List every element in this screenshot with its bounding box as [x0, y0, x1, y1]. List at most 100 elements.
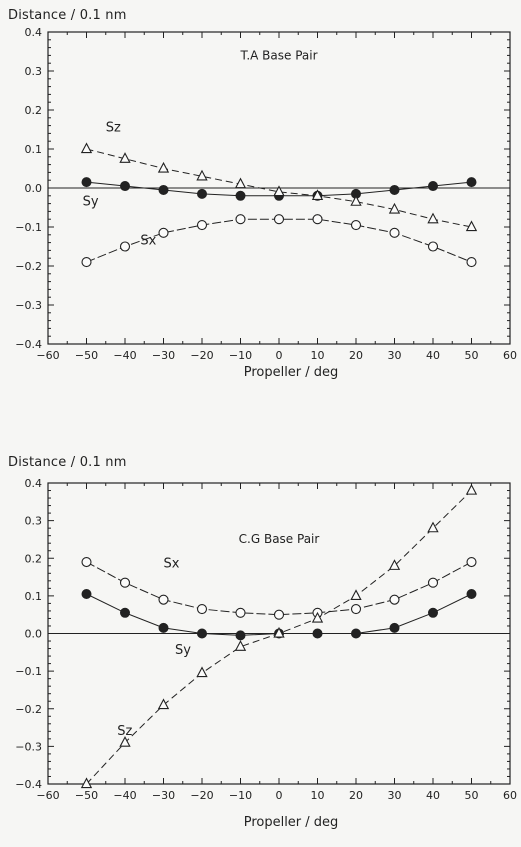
data-point-sz [196, 169, 208, 181]
data-point-sx [273, 214, 285, 225]
data-point-sz [350, 589, 362, 601]
data-point-sy [235, 630, 246, 641]
x-tick-label: −50 [75, 349, 98, 362]
series-label-sz: Sz [106, 120, 121, 135]
x-tick-label: 0 [276, 349, 283, 362]
data-point-sy [120, 607, 130, 618]
data-point-sy [197, 188, 207, 199]
x-tick-label: 30 [388, 349, 402, 362]
data-point-sz [196, 666, 208, 678]
data-point-sz [157, 698, 170, 710]
data-point-sy [389, 622, 400, 633]
data-point-sx [196, 603, 208, 615]
x-tick-label: −60 [36, 349, 59, 362]
x-tick-label: 60 [503, 789, 517, 802]
y-tick-label: −0.4 [15, 778, 42, 791]
data-point-sz [273, 185, 285, 197]
y-tick-label: −0.2 [15, 260, 42, 273]
y-tick-label: 0.3 [25, 65, 43, 78]
y-tick-label: 0.0 [25, 628, 43, 641]
data-point-sz [311, 611, 324, 623]
x-tick-label: −20 [190, 349, 213, 362]
data-point-sz [388, 559, 401, 570]
data-point-sz [273, 626, 285, 638]
data-point-sx [389, 594, 400, 605]
y-tick-label: 0.2 [25, 104, 43, 117]
x-tick-label: −40 [113, 789, 136, 802]
data-point-sy [81, 588, 92, 599]
data-point-sx [119, 241, 131, 252]
data-point-sx [466, 257, 477, 268]
chart-cg-svg: −0.4 −0.3 −0.2 −0.1 0.0 0.1 0.2 0.3 0.4 −60 −50 −40… [15, 477, 517, 830]
series-label-sz: Sz [117, 724, 132, 739]
data-point-sx [158, 594, 169, 605]
data-point-sz [465, 483, 478, 495]
data-point-sy [389, 184, 400, 195]
data-point-sx [312, 214, 323, 225]
y-tick-label: 0.1 [25, 590, 43, 603]
data-point-sx [235, 607, 246, 618]
y-tick-label: 0.3 [25, 515, 43, 528]
data-point-sy [120, 181, 130, 192]
x-tick-label: −50 [75, 789, 98, 802]
data-point-sx [81, 556, 92, 568]
x-tick-label: 20 [349, 789, 363, 802]
data-point-sz [119, 736, 131, 747]
data-point-sy [312, 628, 323, 639]
data-point-sy [158, 622, 169, 633]
x-tick-label: −30 [152, 789, 175, 802]
data-point-sz [234, 640, 247, 651]
x-tick-label: −30 [152, 349, 175, 362]
series-label-sy: Sy [83, 195, 99, 210]
x-tick-label: −10 [229, 789, 252, 802]
x-tick-label: 0 [276, 789, 283, 802]
x-tick-label: −20 [190, 789, 213, 802]
series-label-sy: Sy [175, 643, 191, 658]
chart-cg-base-pair: Distance / 0.1 nm −0.4 −0.3 −0.2 −0.1 0.0 0.1… [0, 420, 521, 847]
x-tick-label: 30 [388, 789, 402, 802]
y-tick-label: 0.4 [25, 477, 43, 490]
y-tick-label: −0.3 [15, 299, 42, 312]
x-tick-label: 50 [465, 349, 479, 362]
data-point-sx [81, 257, 92, 268]
data-point-sx [235, 214, 246, 225]
data-point-sz [234, 177, 247, 189]
data-point-sx [273, 609, 285, 620]
x-axis-label: Propeller / deg [244, 815, 339, 830]
data-point-sy [428, 607, 438, 618]
data-point-sx [350, 220, 362, 231]
x-tick-label: −40 [113, 349, 136, 362]
x-tick-label: 20 [349, 349, 363, 362]
series-line-sx [86, 561, 472, 616]
data-point-sy [81, 177, 92, 188]
y-tick-label: 0.1 [25, 143, 43, 156]
x-tick-label: 40 [426, 349, 440, 362]
y-tick-label: 0.2 [25, 552, 43, 565]
x-tick-label: 60 [503, 349, 517, 362]
data-point-sy [197, 628, 207, 639]
data-point-sx [119, 577, 131, 588]
chart-title: T.A Base Pair [239, 48, 317, 62]
data-point-sz [427, 212, 439, 224]
chart-title: C.G Base Pair [239, 532, 320, 546]
data-point-sy [428, 181, 438, 192]
data-point-sz [427, 521, 439, 533]
x-tick-label: 40 [426, 789, 440, 802]
data-point-sy [466, 177, 477, 188]
y-tick-label: 0.4 [25, 26, 43, 39]
data-point-sx [389, 227, 400, 238]
data-point-sz [350, 195, 362, 206]
data-point-sx [466, 556, 477, 568]
data-point-sx [196, 220, 208, 231]
data-point-sz [80, 142, 93, 154]
x-tick-label: 10 [311, 789, 325, 802]
data-point-sy [466, 588, 477, 599]
y-tick-label: −0.4 [15, 338, 42, 351]
series-label-sx: Sx [164, 557, 180, 572]
data-point-sz [465, 220, 478, 232]
series-line-sz [86, 148, 472, 228]
data-point-sz [119, 152, 131, 163]
x-tick-label: 10 [311, 349, 325, 362]
data-point-sx [350, 603, 362, 615]
data-point-sz [311, 189, 324, 200]
